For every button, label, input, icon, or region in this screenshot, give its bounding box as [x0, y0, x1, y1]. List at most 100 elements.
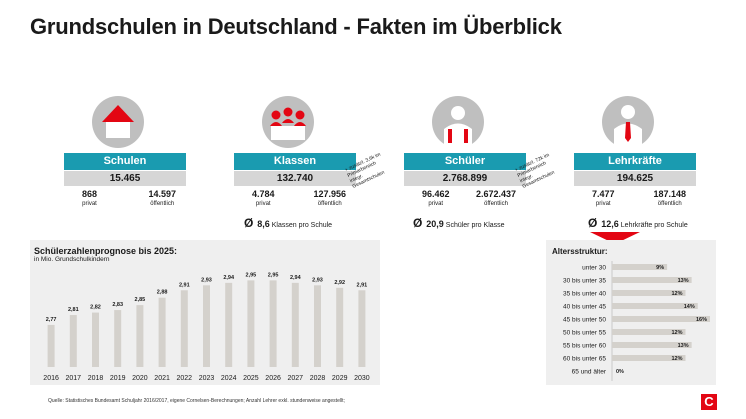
oeffentlich-value: 127.956: [313, 189, 346, 199]
privat-value: 868: [82, 189, 98, 199]
avg-text: Lehrkräfte pro Schule: [620, 222, 688, 229]
avg-text: Klassen pro Schule: [271, 222, 333, 229]
forecast-chart: 2,77 2016 2,81 2017 2,82 2018 2,83 2019 2,85 2020…: [43, 272, 370, 382]
oeffentlich-label: öffentlich: [317, 201, 342, 207]
oeffentlich-label: öffentlich: [484, 201, 508, 207]
forecast-value-label: 2,94: [290, 275, 302, 281]
card-label: Schüler: [404, 153, 526, 170]
age-category-label: 30 bis unter 35: [563, 278, 606, 285]
age-value-label: 0%: [616, 369, 624, 375]
oeffentlich-value: 2.672.437: [475, 189, 516, 199]
forecast-bar-2023: [203, 285, 210, 367]
age-value-label: 9%: [656, 265, 664, 271]
forecast-bar-2026: [269, 280, 277, 367]
forecast-value-label: 2,88: [157, 290, 168, 296]
age-bar: [612, 264, 668, 270]
oeffentlich-label: öffentlich: [150, 201, 175, 207]
forecast-bar-2016: [47, 324, 55, 367]
age-bar: [612, 355, 686, 361]
privat-value: 96.462: [422, 189, 450, 199]
forecast-year-tick: 2016: [43, 375, 59, 382]
forecast-bar-2028: [314, 285, 321, 367]
forecast-bar-2024: [225, 282, 233, 367]
forecast-subtitle: in Mio. Grundschulkindern: [34, 256, 110, 263]
forecast-value-label: 2,94: [223, 275, 235, 281]
forecast-value-label: 2,93: [201, 277, 212, 283]
forecast-bar-2030: [358, 290, 366, 367]
age-value-label: 14%: [684, 304, 695, 310]
age-bar: [612, 290, 686, 296]
forecast-value-label: 2,91: [179, 282, 190, 288]
forecast-value-label: 2,91: [357, 282, 368, 288]
school-icon: [92, 96, 144, 148]
pointer-arrow: [590, 232, 640, 244]
age-category-label: 60 bis unter 65: [563, 356, 606, 363]
age-value-label: 12%: [671, 356, 682, 362]
forecast-bar-2027: [291, 282, 299, 367]
avg-symbol: Ø: [588, 216, 598, 230]
avg-schueler-pro-klasse: Ø 20,9 Schüler pro Klasse: [413, 216, 505, 230]
avg-value: 20,9: [426, 219, 444, 229]
age-value-label: 12%: [671, 291, 682, 297]
cornelsen-logo: C: [701, 394, 717, 410]
oeffentlich-value: 187.148: [653, 189, 686, 199]
age-bar: [612, 277, 692, 283]
student-icon: [432, 96, 484, 148]
age-category-label: 50 bis unter 55: [563, 330, 606, 337]
age-bar: [612, 329, 686, 335]
forecast-year-tick: 2020: [132, 375, 148, 382]
avg-value: 8,6: [257, 219, 270, 229]
forecast-year-tick: 2018: [88, 375, 104, 382]
age-category-label: 65 und älter: [572, 369, 607, 376]
forecast-title: Schülerzahlenprognose bis 2025:: [34, 246, 178, 256]
privat-label: privat: [255, 201, 271, 207]
avg-symbol: Ø: [244, 216, 254, 230]
age-category-label: 35 bis unter 40: [563, 291, 606, 298]
avg-text: Schüler pro Klasse: [445, 222, 505, 229]
forecast-value-label: 2,81: [68, 307, 79, 313]
forecast-year-tick: 2028: [310, 375, 326, 382]
forecast-year-tick: 2017: [66, 375, 82, 382]
age-value-label: 16%: [696, 317, 707, 323]
source-note: Quelle: Statistisches Bundesamt Schuljah…: [48, 398, 345, 404]
forecast-bar-2021: [158, 297, 166, 367]
privat-label: privat: [82, 201, 97, 207]
card-total: 15.465: [64, 171, 186, 186]
privat-label: privat: [595, 201, 611, 207]
card-lehrkraefte: Lehrkräfte 194.625 7.477 privat 187.148 öf…: [574, 153, 696, 207]
forecast-year-tick: 2025: [243, 375, 259, 382]
forecast-bar-2022: [180, 290, 188, 367]
forecast-value-label: 2,95: [268, 272, 279, 278]
card-label: Schulen: [64, 153, 186, 170]
forecast-year-tick: 2023: [199, 375, 215, 382]
forecast-value-label: 2,95: [246, 272, 257, 278]
forecast-bar-2019: [114, 310, 122, 367]
forecast-bar-2020: [136, 305, 144, 367]
forecast-value-label: 2,92: [334, 280, 345, 286]
forecast-year-tick: 2019: [110, 375, 126, 382]
card-total: 2.768.899: [404, 171, 526, 186]
age-bar: [612, 342, 692, 348]
page-title: Grundschulen in Deutschland - Fakten im …: [30, 14, 562, 39]
card-klassen: Klassen 132.740 4.784 privat 127.956 öffen…: [234, 153, 356, 207]
forecast-value-label: 2,93: [312, 277, 323, 283]
avg-klassen-pro-schule: Ø 8,6 Klassen pro Schule: [244, 216, 332, 230]
age-bar: [612, 316, 710, 322]
age-category-label: 55 bis unter 60: [563, 343, 606, 350]
age-title: Altersstruktur:: [552, 247, 608, 256]
age-bar: [612, 303, 698, 309]
forecast-year-tick: 2027: [288, 375, 304, 382]
age-chart: unter 30 9% 30 bis unter 35 13% 35 bis unter…: [563, 261, 710, 381]
age-category-label: 45 bis unter 50: [563, 317, 606, 324]
forecast-value-label: 2,77: [46, 317, 57, 323]
privat-value: 4.784: [252, 189, 275, 199]
forecast-bar-2029: [336, 287, 344, 367]
age-category-label: unter 30: [582, 265, 606, 272]
forecast-bar-2017: [69, 315, 77, 367]
forecast-year-tick: 2022: [177, 375, 193, 382]
forecast-year-tick: 2030: [354, 375, 370, 382]
age-value-label: 13%: [678, 343, 689, 349]
oeffentlich-value: 14.597: [148, 189, 176, 199]
forecast-year-tick: 2021: [154, 375, 170, 382]
privat-label: privat: [428, 201, 444, 207]
